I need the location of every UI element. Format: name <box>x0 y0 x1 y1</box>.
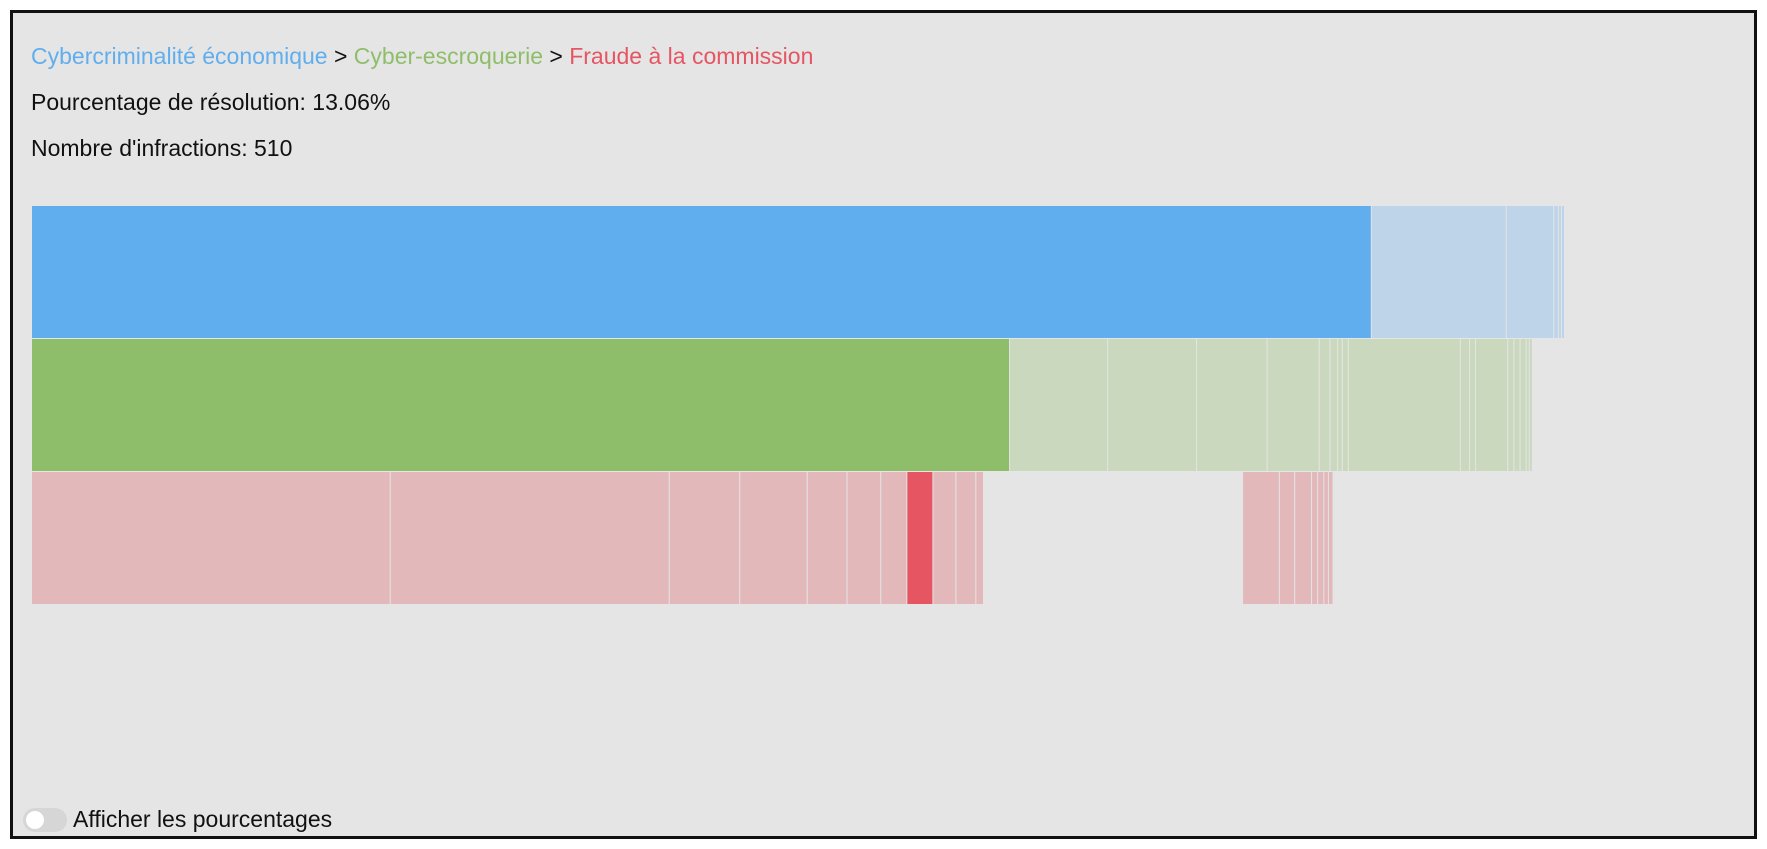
icicle-segment-level3-8[interactable] <box>907 472 933 604</box>
icicle-segment-level2-12[interactable] <box>1469 339 1476 471</box>
icicle-segment-level3-14[interactable] <box>1279 472 1295 604</box>
icicle-segment-level3-5[interactable] <box>807 472 847 604</box>
icicle-segment-level3-11[interactable] <box>976 472 983 604</box>
show-percentages-toggle[interactable]: Afficher les pourcentages <box>23 806 332 833</box>
breadcrumb: Cybercriminalité économique > Cyber-escr… <box>31 43 813 70</box>
icicle-segment-level2-7[interactable] <box>1330 339 1338 471</box>
icicle-segment-level2-18[interactable] <box>1529 339 1532 471</box>
icicle-segment-level3-17[interactable] <box>1318 472 1324 604</box>
icicle-segment-level3-1[interactable] <box>32 472 390 604</box>
icicle-segment-level2-2[interactable] <box>1010 339 1108 471</box>
icicle-segment-level3-9[interactable] <box>933 472 956 604</box>
icicle-segment-level1-1[interactable] <box>32 206 1371 338</box>
icicle-segment-level2-9[interactable] <box>1342 339 1348 471</box>
offence-count: Nombre d'infractions: 510 <box>31 135 293 161</box>
icicle-segment-level1-3[interactable] <box>1506 206 1554 338</box>
icicle-segment-level3-16[interactable] <box>1312 472 1318 604</box>
icicle-segment-level3-15[interactable] <box>1295 472 1312 604</box>
icicle-segment-level2-1[interactable] <box>32 339 1010 471</box>
breadcrumb-separator: > <box>549 43 563 69</box>
icicle-segment-level2-5[interactable] <box>1267 339 1319 471</box>
icicle-segment-level2-17[interactable] <box>1526 339 1529 471</box>
chart-frame: Cybercriminalité économique > Cyber-escr… <box>10 10 1757 839</box>
icicle-segment-level3-19[interactable] <box>1328 472 1333 604</box>
icicle-segment-level1-4[interactable] <box>1554 206 1558 338</box>
icicle-segment-level3-4[interactable] <box>740 472 807 604</box>
icicle-segment-level3-7[interactable] <box>881 472 907 604</box>
icicle-segment-level2-10[interactable] <box>1348 339 1460 471</box>
toggle-switch[interactable] <box>23 807 67 832</box>
breadcrumb-level2[interactable]: Cyber-escroquerie <box>353 43 543 69</box>
icicle-segment-level3-10[interactable] <box>956 472 976 604</box>
icicle-segment-level2-6[interactable] <box>1319 339 1330 471</box>
icicle-segment-level3-3[interactable] <box>669 472 740 604</box>
icicle-segment-level3-6[interactable] <box>847 472 881 604</box>
icicle-segment-level2-16[interactable] <box>1520 339 1526 471</box>
toggle-knob <box>26 810 44 829</box>
icicle-segment-level3-18[interactable] <box>1324 472 1328 604</box>
breadcrumb-separator: > <box>333 43 348 69</box>
breadcrumb-level3[interactable]: Fraude à la commission <box>569 43 814 69</box>
resolution-percentage: Pourcentage de résolution: 13.06% <box>31 89 391 115</box>
icicle-segment-level1-2[interactable] <box>1371 206 1506 338</box>
icicle-segment-level2-11[interactable] <box>1460 339 1469 471</box>
icicle-segment-level2-14[interactable] <box>1508 339 1514 471</box>
icicle-segment-level3-13[interactable] <box>1243 472 1279 604</box>
toggle-label: Afficher les pourcentages <box>73 806 333 832</box>
icicle-chart <box>32 206 1565 606</box>
breadcrumb-level1[interactable]: Cybercriminalité économique <box>31 43 328 69</box>
icicle-segment-level2-13[interactable] <box>1476 339 1508 471</box>
icicle-svg <box>32 206 1564 604</box>
icicle-segment-level2-15[interactable] <box>1514 339 1520 471</box>
icicle-segment-level3-2[interactable] <box>390 472 669 604</box>
icicle-segment-level2-4[interactable] <box>1197 339 1267 471</box>
icicle-segment-level1-6[interactable] <box>1561 206 1564 338</box>
icicle-segment-level1-5[interactable] <box>1558 206 1561 338</box>
icicle-segment-level2-3[interactable] <box>1108 339 1197 471</box>
icicle-segment-level2-8[interactable] <box>1338 339 1342 471</box>
